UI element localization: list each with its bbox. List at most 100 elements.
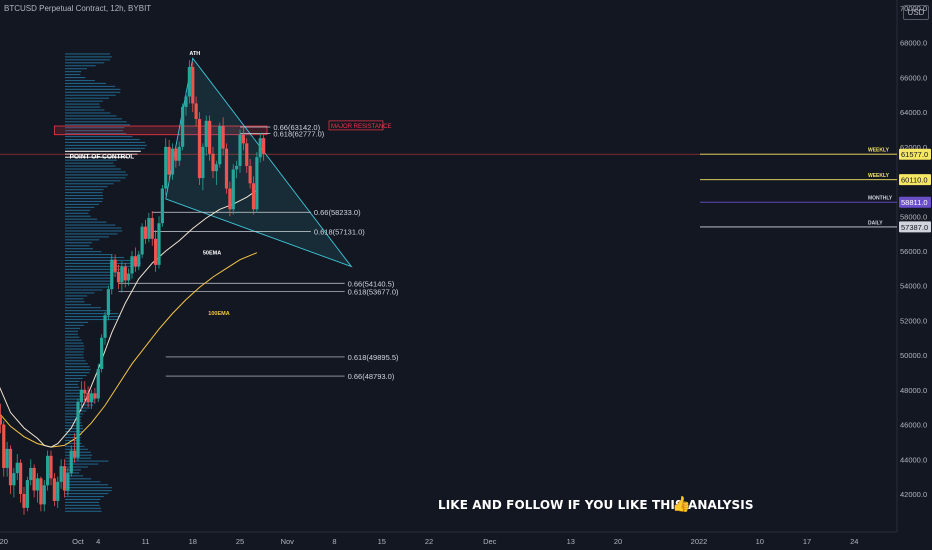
- volume-profile-bar: [65, 227, 122, 229]
- volume-profile-bar: [65, 68, 87, 70]
- candle-body: [46, 455, 50, 486]
- price-tick-label: 44000.0: [900, 455, 927, 464]
- volume-profile-bar: [65, 351, 84, 353]
- volume-profile-bar: [65, 245, 90, 247]
- ema50-line: [0, 189, 258, 448]
- candle-body: [137, 254, 141, 267]
- candle-body: [211, 153, 215, 172]
- volume-profile-bar: [65, 425, 83, 427]
- candle-body: [89, 393, 94, 402]
- candle-body: [69, 450, 73, 474]
- volume-profile-bar: [65, 507, 102, 509]
- candle-body: [154, 238, 158, 265]
- price-tick-label: 42000.0: [900, 490, 927, 499]
- candle-body: [25, 480, 29, 508]
- volume-profile-bar: [65, 174, 128, 176]
- candle-body: [221, 126, 225, 149]
- volume-profile-bar: [65, 321, 89, 323]
- volume-profile-bar: [65, 195, 103, 197]
- candle-body: [231, 169, 235, 210]
- time-tick-label: 25: [236, 537, 244, 546]
- volume-profile-bar: [65, 380, 80, 382]
- volume-profile-bar: [65, 315, 121, 318]
- candle-body: [113, 259, 117, 272]
- candle-body: [100, 337, 104, 370]
- candle-body: [106, 289, 110, 316]
- candle-body: [140, 226, 144, 255]
- volume-profile-bar: [65, 115, 117, 117]
- volume-profile-bar: [65, 103, 100, 105]
- fib-level-label: 0.66(54140.5): [348, 279, 395, 288]
- volume-profile-bar: [65, 413, 84, 415]
- price-tick-label: 64000.0: [900, 108, 927, 117]
- volume-profile-bar: [65, 431, 83, 433]
- price-label-box: [899, 148, 931, 160]
- candle-body: [251, 183, 256, 210]
- volume-profile-bar: [65, 200, 103, 203]
- volume-profile-bar: [65, 251, 102, 253]
- time-tick-label: 10: [756, 537, 764, 546]
- volume-profile-bar: [65, 91, 121, 93]
- volume-profile-bar: [65, 283, 113, 285]
- price-label-value: 57387.0: [901, 223, 928, 232]
- candles: [0, 60, 266, 515]
- volume-profile-bar: [65, 481, 101, 483]
- volume-profile-bar: [65, 233, 118, 235]
- volume-profile-bar: [65, 271, 118, 273]
- time-tick-label: 20: [614, 537, 622, 546]
- volume-profile-bar: [65, 357, 84, 359]
- volume-profile-bar: [65, 88, 121, 90]
- volume-profile-bar: [65, 504, 100, 506]
- candle-body: [181, 106, 185, 147]
- candle-body: [127, 273, 131, 281]
- candle-body: [76, 401, 80, 458]
- volume-profile-bar: [65, 162, 114, 164]
- currency-badge[interactable]: USD: [903, 5, 929, 20]
- level-tag-label: MONTHLY: [868, 196, 893, 202]
- candle-body: [93, 393, 97, 399]
- level-tag-label: DAILY: [868, 220, 883, 226]
- volume-profile-bar: [65, 392, 91, 394]
- volume-profile-bar: [65, 76, 86, 79]
- price-tick-label: 58000.0: [900, 212, 927, 221]
- volume-profile-bar: [65, 112, 111, 114]
- candle-body: [197, 119, 202, 179]
- volume-profile-bar: [65, 478, 92, 480]
- candle-body: [35, 478, 40, 491]
- volume-profile-bar: [65, 62, 105, 64]
- candle-body: [8, 448, 13, 486]
- candle-body: [235, 165, 239, 170]
- volume-profile-bar: [65, 436, 81, 439]
- fib-level-label: 0.618(49895.5): [348, 353, 399, 362]
- candle-body: [214, 164, 218, 172]
- volume-profile-bar: [65, 136, 133, 138]
- volume-profile-bar: [65, 189, 104, 191]
- time-tick-label: 2022: [691, 537, 708, 546]
- candle-body: [228, 188, 232, 210]
- volume-profile-bar: [65, 71, 82, 73]
- candle-body: [103, 315, 107, 338]
- candle-body: [255, 157, 259, 210]
- volume-profile-bar: [65, 395, 93, 397]
- volume-profile-bar: [65, 94, 116, 96]
- volume-profile-bar: [65, 150, 141, 152]
- volume-profile-bar: [65, 434, 82, 436]
- annotation-ath-label: ATH: [189, 51, 200, 57]
- volume-profile-bar: [65, 218, 98, 220]
- call-to-action-text: LIKE AND FOLLOW IF YOU LIKE THIS ANALYSI…: [438, 498, 754, 512]
- price-label-box: [899, 174, 931, 186]
- volume-profile-bar: [65, 377, 83, 380]
- volume-profile-bar: [65, 183, 114, 185]
- volume-profile-bar: [65, 168, 121, 170]
- volume-profile-bar: [65, 265, 132, 267]
- time-tick-label: 18: [189, 537, 197, 546]
- volume-profile-bar: [65, 383, 78, 385]
- price-tick-label: 54000.0: [900, 282, 927, 291]
- candle-body: [29, 467, 33, 481]
- time-tick-label: 17: [803, 537, 811, 546]
- candle-body: [15, 462, 19, 474]
- candle-body: [241, 134, 245, 144]
- candle-body: [123, 266, 127, 281]
- time-tick-label: Dec: [483, 537, 497, 546]
